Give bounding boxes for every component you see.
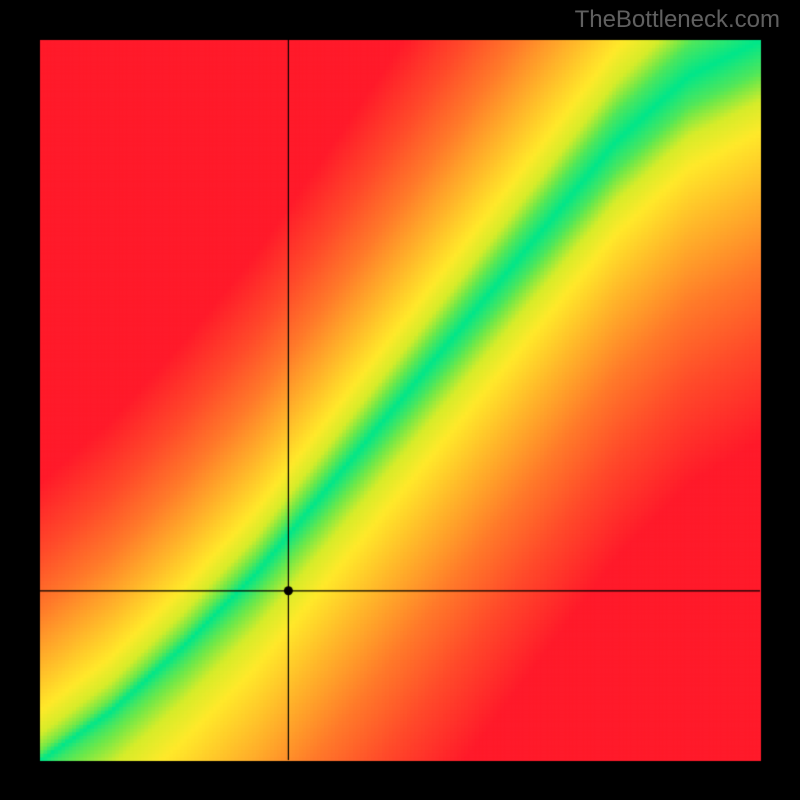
chart-container: TheBottleneck.com (0, 0, 800, 800)
watermark-text: TheBottleneck.com (575, 6, 780, 34)
heatmap-canvas (0, 0, 800, 800)
